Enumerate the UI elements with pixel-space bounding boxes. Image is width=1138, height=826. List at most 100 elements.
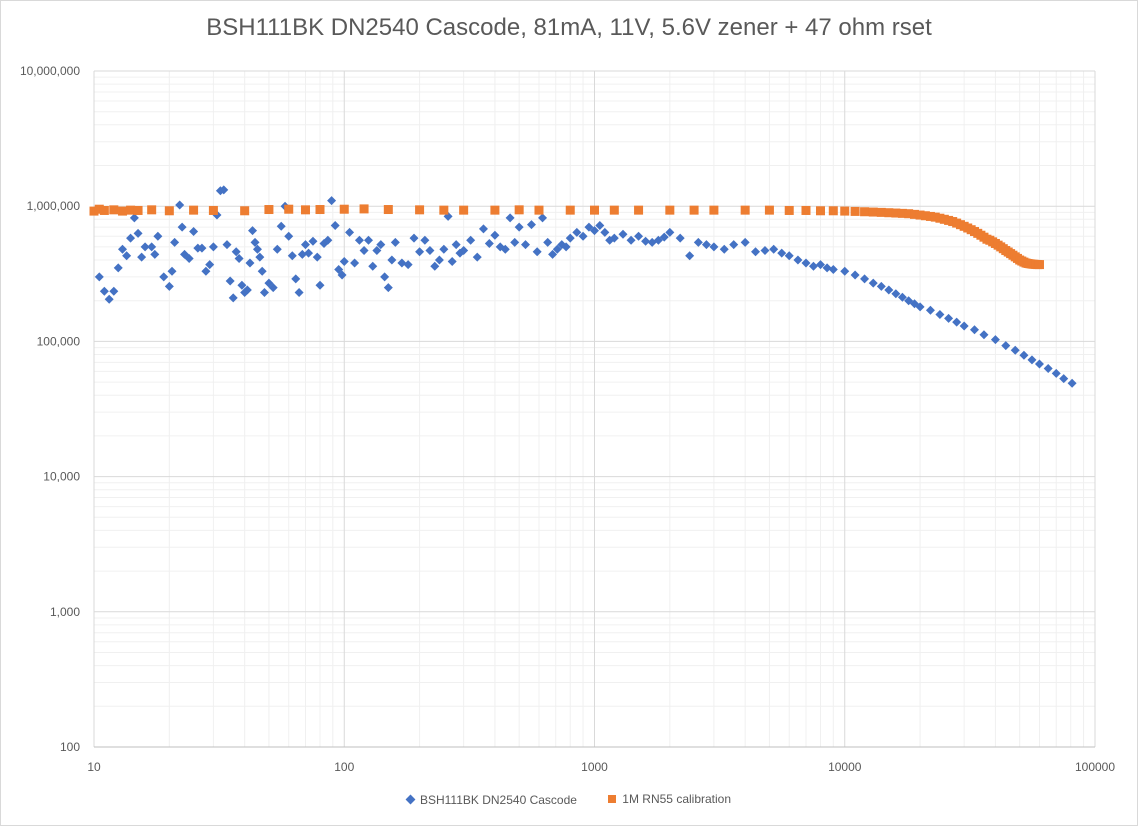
chart-title: BSH111BK DN2540 Cascode, 81mA, 11V, 5.6V… — [206, 14, 932, 41]
data-point — [175, 200, 185, 210]
data-point — [751, 247, 761, 257]
data-point — [990, 335, 1000, 345]
data-point — [126, 233, 136, 243]
y-tick-label: 100,000 — [37, 334, 81, 348]
data-point — [1067, 378, 1077, 388]
data-point — [359, 246, 369, 256]
data-point — [133, 205, 143, 215]
data-point — [459, 205, 469, 215]
data-point — [345, 227, 355, 237]
data-point — [565, 205, 575, 215]
legend-item-series-1[interactable]: BSH111BK DN2540 Cascode — [405, 793, 577, 807]
data-point — [815, 206, 825, 216]
data-point — [257, 266, 267, 276]
data-point — [99, 205, 109, 215]
data-point — [685, 251, 695, 261]
data-point — [94, 272, 104, 282]
data-point — [910, 209, 920, 219]
data-point — [466, 235, 476, 245]
data-point — [339, 204, 349, 214]
data-point — [1010, 345, 1020, 355]
data-point — [500, 244, 510, 254]
data-point — [140, 242, 150, 252]
data-point — [180, 249, 190, 259]
data-point — [122, 251, 132, 261]
data-point — [970, 325, 980, 335]
data-point — [828, 206, 838, 216]
data-point — [133, 228, 143, 238]
data-point — [272, 244, 282, 254]
data-point — [451, 240, 461, 250]
data-point — [709, 242, 719, 252]
data-point — [626, 235, 636, 245]
data-point — [364, 235, 374, 245]
data-point — [552, 244, 562, 254]
data-point — [979, 330, 989, 340]
x-tick-label: 1000 — [581, 760, 608, 774]
data-point — [675, 233, 685, 243]
y-tick-label: 1,000 — [50, 605, 80, 619]
data-point — [840, 266, 850, 276]
data-point — [472, 252, 482, 262]
data-point — [860, 207, 870, 217]
legend: BSH111BK DN2540 Cascode 1M RN55 calibrat… — [0, 792, 1138, 807]
data-point — [543, 237, 553, 247]
data-point — [287, 251, 297, 261]
series-1 — [94, 185, 1077, 388]
data-point — [184, 254, 194, 264]
data-point — [1043, 364, 1053, 374]
data-point — [930, 212, 940, 222]
data-point — [1001, 341, 1011, 351]
data-point — [205, 260, 215, 270]
data-point — [641, 236, 651, 246]
data-point — [760, 246, 770, 256]
data-point — [228, 293, 238, 303]
data-point — [891, 208, 901, 218]
data-point — [447, 256, 457, 266]
data-point — [840, 206, 850, 216]
data-point — [801, 258, 811, 268]
data-point — [430, 261, 440, 271]
data-point — [264, 205, 274, 215]
data-point — [89, 206, 99, 216]
data-point — [935, 310, 945, 320]
data-point — [237, 280, 247, 290]
data-point — [439, 205, 449, 215]
data-point — [590, 205, 599, 215]
data-point — [784, 251, 794, 261]
data-point — [242, 285, 252, 295]
data-point — [255, 252, 265, 262]
data-point — [189, 205, 199, 215]
data-point — [850, 270, 860, 280]
data-point — [514, 222, 524, 232]
data-point — [868, 278, 878, 288]
data-point — [505, 213, 515, 223]
data-point — [350, 258, 360, 268]
x-tick-label: 100 — [334, 760, 354, 774]
legend-label-series-2: 1M RN55 calibration — [622, 792, 732, 806]
x-tick-label: 100000 — [1075, 760, 1115, 774]
square-marker-icon — [608, 795, 617, 803]
data-point — [403, 260, 413, 270]
data-point — [915, 302, 925, 312]
data-point — [850, 206, 860, 216]
data-point — [584, 222, 594, 232]
data-point — [600, 227, 610, 237]
legend-item-series-2[interactable]: 1M RN55 calibration — [608, 792, 731, 806]
y-tick-label: 10,000,000 — [20, 64, 80, 78]
data-point — [868, 207, 878, 217]
data-point — [208, 242, 218, 252]
data-point — [665, 205, 675, 215]
data-point — [693, 237, 703, 247]
data-point — [944, 313, 954, 323]
data-point — [167, 266, 177, 276]
data-point — [294, 287, 304, 297]
data-point — [764, 205, 774, 215]
y-tick-label: 10,000 — [43, 470, 80, 484]
data-point — [383, 205, 393, 215]
data-point — [330, 220, 340, 230]
data-point — [383, 283, 393, 293]
data-point — [409, 233, 419, 243]
data-point — [920, 211, 930, 221]
data-point — [245, 258, 255, 268]
